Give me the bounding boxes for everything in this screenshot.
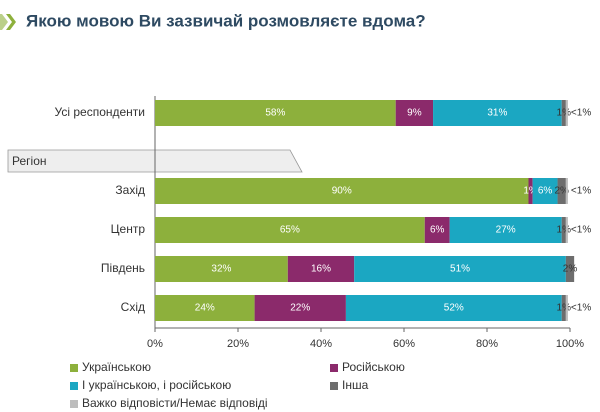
- title-icon: [0, 14, 8, 30]
- legend-label: Інша: [342, 378, 369, 392]
- category-label: Схід: [121, 300, 145, 314]
- bar-segment: [433, 100, 562, 126]
- data-label: 2%: [554, 186, 569, 197]
- data-label: <1%: [571, 108, 591, 119]
- bar-segment: [354, 256, 566, 282]
- bar-segment: [561, 100, 566, 126]
- data-label: 1%: [557, 108, 572, 119]
- data-label: 6%: [538, 186, 553, 197]
- chart-title: Якою мовою Ви зазвичай розмовляєте вдома…: [26, 11, 426, 30]
- category-label: Центр: [111, 222, 146, 236]
- data-label: 2%: [563, 264, 578, 275]
- data-label: 90%: [332, 186, 352, 197]
- data-label: 1%: [523, 186, 538, 197]
- bar-segment: [561, 217, 566, 243]
- data-label: 24%: [195, 303, 215, 314]
- data-label: 27%: [496, 225, 516, 236]
- data-label: 31%: [487, 108, 507, 119]
- bar-segment: [287, 256, 355, 282]
- group-label: Регіон: [12, 154, 47, 168]
- data-label: 1%: [557, 225, 572, 236]
- data-label: 32%: [211, 264, 231, 275]
- bar-segment: [155, 295, 255, 321]
- bar-segment: [528, 178, 533, 204]
- category-label: Захід: [115, 183, 145, 197]
- legend-swatch: [330, 364, 338, 372]
- bar-segment: [565, 256, 575, 282]
- x-tick-label: 80%: [476, 338, 498, 350]
- legend-label: І українською, і російською: [82, 378, 231, 392]
- data-label: 22%: [290, 303, 310, 314]
- bar-segment: [561, 295, 566, 321]
- data-label: <1%: [571, 186, 591, 197]
- legend-swatch: [70, 382, 78, 390]
- legend-label: Важко відповісти/Немає відповіді: [82, 396, 268, 410]
- bar-segment: [395, 100, 434, 126]
- category-label: Південь: [101, 261, 145, 275]
- bar-segment: [449, 217, 562, 243]
- bar-segment: [155, 217, 425, 243]
- data-label: 1%: [557, 303, 572, 314]
- x-tick-label: 20%: [227, 338, 249, 350]
- bar-segment: [565, 295, 568, 321]
- x-tick-label: 0%: [147, 338, 163, 350]
- data-label: 16%: [311, 264, 331, 275]
- bar-segment: [565, 100, 568, 126]
- data-label: 6%: [430, 225, 445, 236]
- x-tick-label: 40%: [310, 338, 332, 350]
- bar-segment: [155, 178, 529, 204]
- legend-swatch: [330, 382, 338, 390]
- bar-segment: [254, 295, 346, 321]
- data-label: 58%: [265, 108, 285, 119]
- bar-segment: [557, 178, 566, 204]
- legend-swatch: [70, 400, 78, 408]
- data-label: 51%: [450, 264, 470, 275]
- bar-segment: [345, 295, 562, 321]
- bar-segment: [155, 256, 288, 282]
- legend-label: Українською: [82, 360, 151, 374]
- data-label: <1%: [571, 225, 591, 236]
- category-label: Усі респонденти: [55, 105, 145, 119]
- data-label: 52%: [444, 303, 464, 314]
- legend-swatch: [70, 364, 78, 372]
- data-label: 65%: [280, 225, 300, 236]
- data-label: <1%: [571, 303, 591, 314]
- title-icon: [6, 14, 16, 30]
- bar-segment: [424, 217, 450, 243]
- bar-segment: [155, 100, 396, 126]
- x-tick-label: 60%: [393, 338, 415, 350]
- x-tick-label: 100%: [556, 338, 584, 350]
- bar-segment: [532, 178, 558, 204]
- legend-label: Російською: [342, 360, 405, 374]
- bar-segment: [565, 178, 568, 204]
- bar-segment: [565, 217, 568, 243]
- data-label: 9%: [407, 108, 422, 119]
